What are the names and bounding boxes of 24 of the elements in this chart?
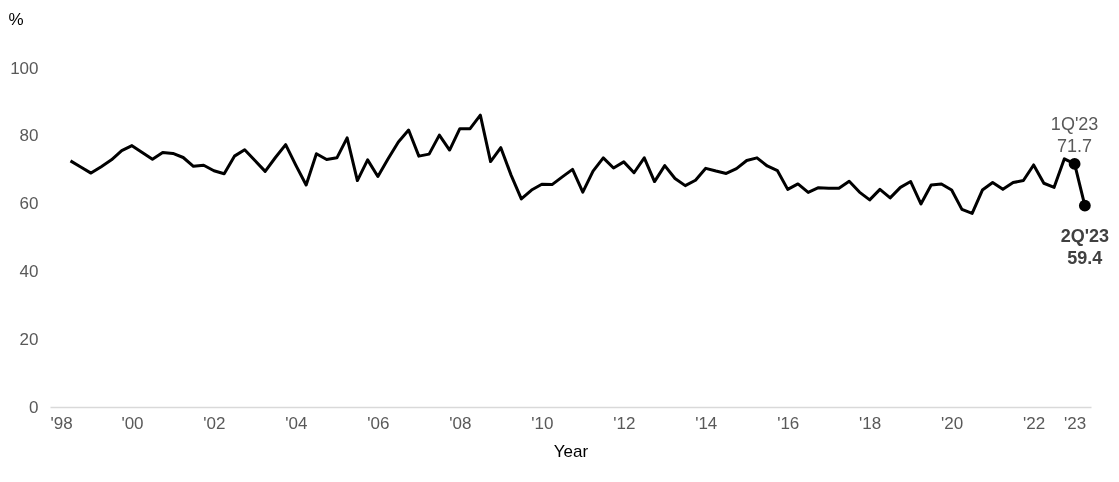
x-tick-label: '98 bbox=[50, 413, 73, 433]
annotation: 1Q'23 71.7 bbox=[1050, 113, 1099, 156]
y-tick-label: 100 bbox=[10, 58, 39, 78]
x-tick-label: '16 bbox=[777, 413, 800, 433]
x-tick-label: '22 bbox=[1023, 413, 1046, 433]
x-tick-label: '04 bbox=[285, 413, 308, 433]
y-axis-title: % bbox=[8, 9, 24, 29]
x-tick-label: '08 bbox=[449, 413, 472, 433]
y-tick-label: 20 bbox=[19, 329, 39, 349]
x-tick-label: '18 bbox=[859, 413, 882, 433]
annotation: 2Q'23 59.4 bbox=[1060, 225, 1110, 268]
y-tick-label: 0 bbox=[29, 397, 39, 417]
y-tick-label: 40 bbox=[19, 261, 39, 281]
x-tick-label: '23 bbox=[1064, 413, 1087, 433]
x-tick-label: '12 bbox=[613, 413, 636, 433]
x-axis-title: Year bbox=[553, 441, 589, 461]
x-tick-label: '00 bbox=[121, 413, 144, 433]
x-tick-label: '20 bbox=[941, 413, 964, 433]
x-tick-label: '10 bbox=[531, 413, 554, 433]
x-tick-label: '14 bbox=[695, 413, 718, 433]
x-tick-label: '06 bbox=[367, 413, 390, 433]
y-tick-label: 80 bbox=[19, 126, 39, 146]
x-tick-label: '02 bbox=[203, 413, 226, 433]
y-tick-label: 60 bbox=[19, 194, 39, 214]
